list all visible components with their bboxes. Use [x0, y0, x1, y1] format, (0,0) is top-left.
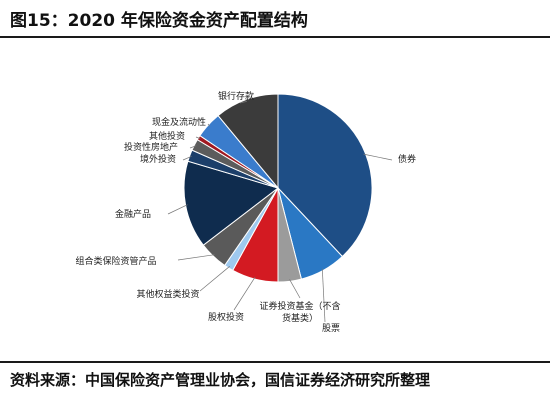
leader-line — [207, 123, 211, 127]
source-note: 资料来源：中国保险资产管理业协会，国信证券经济研究所整理 — [10, 371, 431, 389]
leader-line — [189, 145, 197, 149]
leader-line — [195, 136, 201, 140]
leader-line — [289, 279, 301, 299]
pie-slice — [183, 160, 280, 246]
leader-line — [363, 153, 393, 161]
leader-line — [321, 268, 326, 323]
title-divider — [0, 36, 550, 38]
slice-label: 银行存款 — [218, 90, 254, 102]
leader-line — [239, 101, 247, 104]
pie-slice — [277, 93, 373, 258]
pie-slices — [183, 93, 373, 283]
leader-line — [199, 266, 230, 292]
chart-title: 图15：2020 年保险资金资产配置结构 — [10, 11, 308, 31]
leader-line — [233, 276, 256, 311]
leader-lines — [167, 101, 393, 323]
slice-label: 股权投资 — [208, 311, 244, 323]
slice-label: 境外投资 — [140, 153, 176, 165]
slice-label: 投资性房地产 — [124, 141, 178, 153]
leader-line — [177, 254, 215, 261]
pie-slice — [217, 93, 279, 190]
source-divider — [0, 361, 550, 363]
leader-line — [167, 204, 188, 215]
slice-label: 债券 — [398, 153, 416, 165]
slice-label: 证券投资基金（不含货基类） — [259, 300, 340, 324]
slice-label: 其他投资 — [149, 130, 185, 142]
slice-label: 现金及流动性 — [152, 116, 206, 128]
slice-label: 股票 — [322, 323, 340, 334]
slice-label: 金融产品 — [115, 208, 151, 220]
leader-line — [182, 155, 192, 161]
slice-label: 其他权益类投资 — [136, 288, 199, 300]
slice-label: 组合类保险资管产品 — [75, 255, 156, 267]
